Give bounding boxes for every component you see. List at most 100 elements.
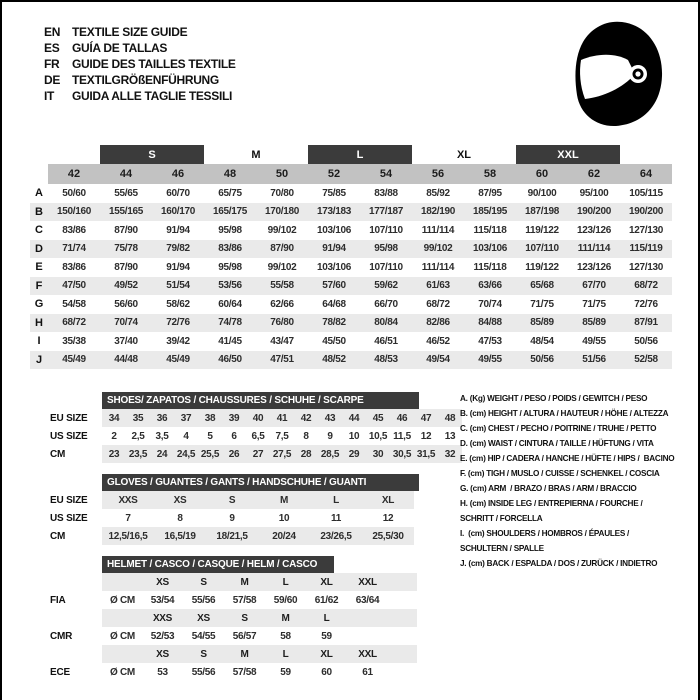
diameter-unit-label: Ø CM	[110, 594, 135, 606]
measurement-value: 85/89	[530, 317, 554, 329]
helmet-size-value: 61/62	[314, 594, 339, 606]
shoes-size-value: 27	[252, 448, 264, 460]
measurement-value: 115/118	[473, 261, 507, 273]
shoes-size-value: 10	[348, 430, 360, 442]
shoes-size-value: 26	[228, 448, 240, 460]
language-title: TEXTILE SIZE GUIDE	[72, 25, 188, 39]
measurement-value: 48/54	[530, 335, 554, 347]
size-column-header: 50	[256, 164, 308, 184]
language-row: IT GUIDA ALLE TAGLIE TESSILI	[44, 88, 236, 104]
shoes-size-value: 28,5	[320, 448, 340, 460]
shoes-size-value: 23,5	[128, 448, 148, 460]
measurement-value: 72/76	[634, 298, 658, 310]
language-code: IT	[44, 89, 55, 103]
row-letter: G	[34, 298, 44, 311]
measurement-value: 111/114	[577, 243, 611, 255]
language-list: EN TEXTILE SIZE GUIDE ES GUÍA DE TALLAS FR GU…	[44, 24, 236, 104]
measurement-value: 187/198	[524, 206, 560, 218]
shoes-size-value: 23	[108, 448, 120, 460]
measurement-value: 47/51	[270, 354, 294, 366]
shoes-section: SHOES/ ZAPATOS / CHAUSSURES / SCHUHE / S…	[30, 392, 462, 463]
size-column-header: 46	[152, 164, 204, 184]
measurement-value: 119/122	[525, 261, 559, 273]
measurement-row-j: J 45/49 44/48 45/49 46/50 47/51 48/52 48/53 49/5…	[30, 350, 672, 369]
measurement-value: 71/75	[582, 298, 606, 310]
measurement-value: 76/80	[270, 317, 294, 329]
measurement-value: 53/56	[218, 280, 242, 292]
legend-item: B. (cm) HEIGHT / ALTURA / HAUTEUR / HÖHE…	[460, 409, 669, 418]
helmet-size-label: XL	[320, 576, 333, 588]
shoes-section-header: SHOES/ ZAPATOS / CHAUSSURES / SCHUHE / S…	[102, 392, 419, 409]
row-letter: I	[37, 335, 41, 348]
shoes-values: 2 2,5 3,5 4 5 6 6,5 7,5 8 9 10 10,5 11,5 12 13	[102, 427, 462, 445]
row-letter: A	[35, 187, 43, 200]
shoes-size-value: 41	[276, 412, 288, 424]
measurement-value: 43/47	[270, 335, 294, 347]
measurement-value: 107/110	[369, 224, 403, 236]
gloves-values: 7 8 9 10 11 12	[102, 509, 414, 527]
helmet-size-value: 59	[321, 630, 332, 642]
measurement-value: 46/51	[374, 335, 398, 347]
measurement-value: 64/68	[322, 298, 346, 310]
size-column-header: 58	[464, 164, 516, 184]
size-band-row: S M L XL XXL	[30, 145, 672, 164]
gloves-size-value: 9	[229, 512, 235, 524]
measurement-value: 150/160	[56, 206, 92, 218]
size-band-s: S	[100, 145, 204, 164]
shoes-size-row: US SIZE 2 2,5 3,5 4 5 6 6,5 7,5 8 9 10 10,5 11,5 12 13	[30, 427, 462, 445]
standard-label-fia: FIA	[50, 594, 66, 606]
measurement-value: 41/45	[218, 335, 242, 347]
measurement-value: 115/118	[473, 224, 507, 236]
helmet-size-label: S	[200, 648, 207, 660]
helmet-size-label-row: XXS XS S M L	[30, 609, 417, 627]
measurement-value: 63/66	[478, 280, 502, 292]
size-column-header: 54	[360, 164, 412, 184]
row-label-cm: CM	[50, 448, 66, 460]
helmet-value-row: FIA Ø CM 53/54 55/56 57/58 59/60 61/62 63/64	[30, 591, 417, 609]
measurement-value: 80/84	[374, 317, 398, 329]
measurement-value: 95/100	[579, 187, 609, 199]
measurement-value: 91/94	[166, 224, 190, 236]
helmet-size-value: 55/56	[191, 666, 216, 678]
legend-item: H. (cm) INSIDE LEG / ENTREPIERNA / FOURC…	[460, 499, 643, 523]
measurement-value: 103/106	[316, 261, 352, 273]
shoes-size-value: 12	[420, 430, 432, 442]
measurement-row-g: G 54/58 56/60 58/62 60/64 62/66 64/68 66/70 68/7…	[30, 295, 672, 314]
measurement-value: 85/89	[582, 317, 606, 329]
shoes-size-value: 2,5	[131, 430, 145, 442]
measurement-row-e: E 83/86 87/90 91/94 95/98 99/102 103/106 107/11…	[30, 258, 672, 277]
shoes-size-value: 13	[444, 430, 456, 442]
measurement-value: 60/64	[218, 298, 242, 310]
gloves-size-value: 16,5/19	[164, 530, 196, 542]
measurement-value: 72/76	[166, 317, 190, 329]
shoes-rows: EU SIZE 34 35 36 37 38 39 40 41 42 43 44 45 46 47 48 US …	[30, 409, 462, 463]
language-title: GUÍA DE TALLAS	[72, 41, 168, 55]
measurement-value: 119/122	[525, 224, 559, 236]
measurement-value: 50/56	[634, 335, 658, 347]
shoes-size-value: 6,5	[251, 430, 265, 442]
measurement-value: 82/86	[426, 317, 450, 329]
measurement-value: 60/70	[166, 187, 190, 199]
row-label-spacer	[30, 645, 102, 663]
shoes-size-value: 42	[300, 412, 312, 424]
shoes-size-value: 24	[156, 448, 168, 460]
helmet-rows: XS S M L XL XXL FIA Ø CM 53/54 55/56 57/58 59/60 61/…	[30, 573, 417, 681]
helmet-values: Ø CM 53 55/56 57/58 59 60 61	[102, 663, 417, 681]
gloves-size-value: 8	[177, 512, 183, 524]
measurement-value: 55/65	[114, 187, 138, 199]
measurement-value: 70/74	[478, 298, 502, 310]
measurement-value: 127/130	[628, 261, 664, 273]
legend-item: F. (cm) TIGH / MUSLO / CUISSE / SCHENKEL…	[460, 469, 660, 478]
helmet-size-label: M	[281, 612, 290, 624]
measurement-value: 79/82	[166, 243, 190, 255]
measurement-value: 170/180	[264, 206, 300, 218]
measurement-value: 61/63	[426, 280, 450, 292]
shoes-size-value: 44	[348, 412, 360, 424]
size-band-xxl: XXL	[516, 145, 620, 164]
measurement-value: 65/75	[218, 187, 242, 199]
measurement-value: 62/66	[270, 298, 294, 310]
measurement-value: 56/60	[114, 298, 138, 310]
helmet-size-value: 53/54	[150, 594, 175, 606]
shoes-size-value: 29	[348, 448, 360, 460]
